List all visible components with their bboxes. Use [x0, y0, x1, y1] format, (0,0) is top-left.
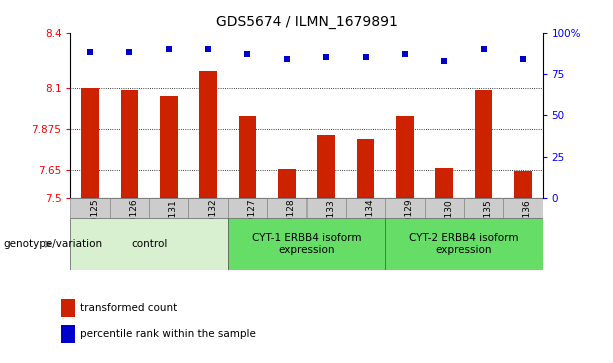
- Bar: [514, 171, 531, 198]
- Bar: [61, 325, 75, 343]
- Text: GSM1380130: GSM1380130: [444, 199, 453, 260]
- Text: GSM1380131: GSM1380131: [169, 199, 178, 260]
- Text: GSM1380126: GSM1380126: [129, 199, 139, 260]
- Bar: [278, 170, 295, 198]
- Text: GSM1380128: GSM1380128: [287, 199, 296, 260]
- Bar: [110, 198, 149, 218]
- Bar: [228, 218, 385, 270]
- Bar: [267, 198, 306, 218]
- Bar: [435, 168, 453, 198]
- Bar: [61, 299, 75, 317]
- Text: control: control: [131, 239, 167, 249]
- Text: CYT-1 ERBB4 isoform
expression: CYT-1 ERBB4 isoform expression: [252, 233, 361, 255]
- Bar: [503, 198, 543, 218]
- Bar: [474, 90, 492, 198]
- Text: GSM1380136: GSM1380136: [523, 199, 532, 260]
- Bar: [238, 116, 256, 198]
- Bar: [121, 90, 139, 198]
- Text: GSM1380134: GSM1380134: [365, 199, 375, 260]
- Bar: [306, 198, 346, 218]
- Text: GSM1380133: GSM1380133: [326, 199, 335, 260]
- Bar: [149, 198, 189, 218]
- Text: GSM1380127: GSM1380127: [248, 199, 256, 260]
- Text: percentile rank within the sample: percentile rank within the sample: [80, 329, 256, 339]
- Bar: [385, 218, 543, 270]
- Bar: [385, 198, 424, 218]
- Bar: [82, 88, 99, 198]
- Bar: [464, 198, 503, 218]
- Text: CYT-2 ERBB4 isoform
expression: CYT-2 ERBB4 isoform expression: [409, 233, 519, 255]
- Text: GSM1380132: GSM1380132: [208, 199, 217, 260]
- Bar: [318, 135, 335, 198]
- Text: GSM1380125: GSM1380125: [90, 199, 99, 260]
- Bar: [70, 218, 228, 270]
- Bar: [346, 198, 385, 218]
- Bar: [160, 96, 178, 198]
- Bar: [70, 198, 110, 218]
- Bar: [228, 198, 267, 218]
- Text: transformed count: transformed count: [80, 303, 177, 313]
- Text: GSM1380129: GSM1380129: [405, 199, 414, 260]
- Bar: [189, 198, 228, 218]
- Bar: [357, 139, 375, 198]
- Bar: [396, 116, 414, 198]
- Text: genotype/variation: genotype/variation: [3, 239, 102, 249]
- Bar: [199, 71, 217, 198]
- Text: GDS5674 / ILMN_1679891: GDS5674 / ILMN_1679891: [216, 15, 397, 29]
- Bar: [424, 198, 464, 218]
- Text: GSM1380135: GSM1380135: [484, 199, 492, 260]
